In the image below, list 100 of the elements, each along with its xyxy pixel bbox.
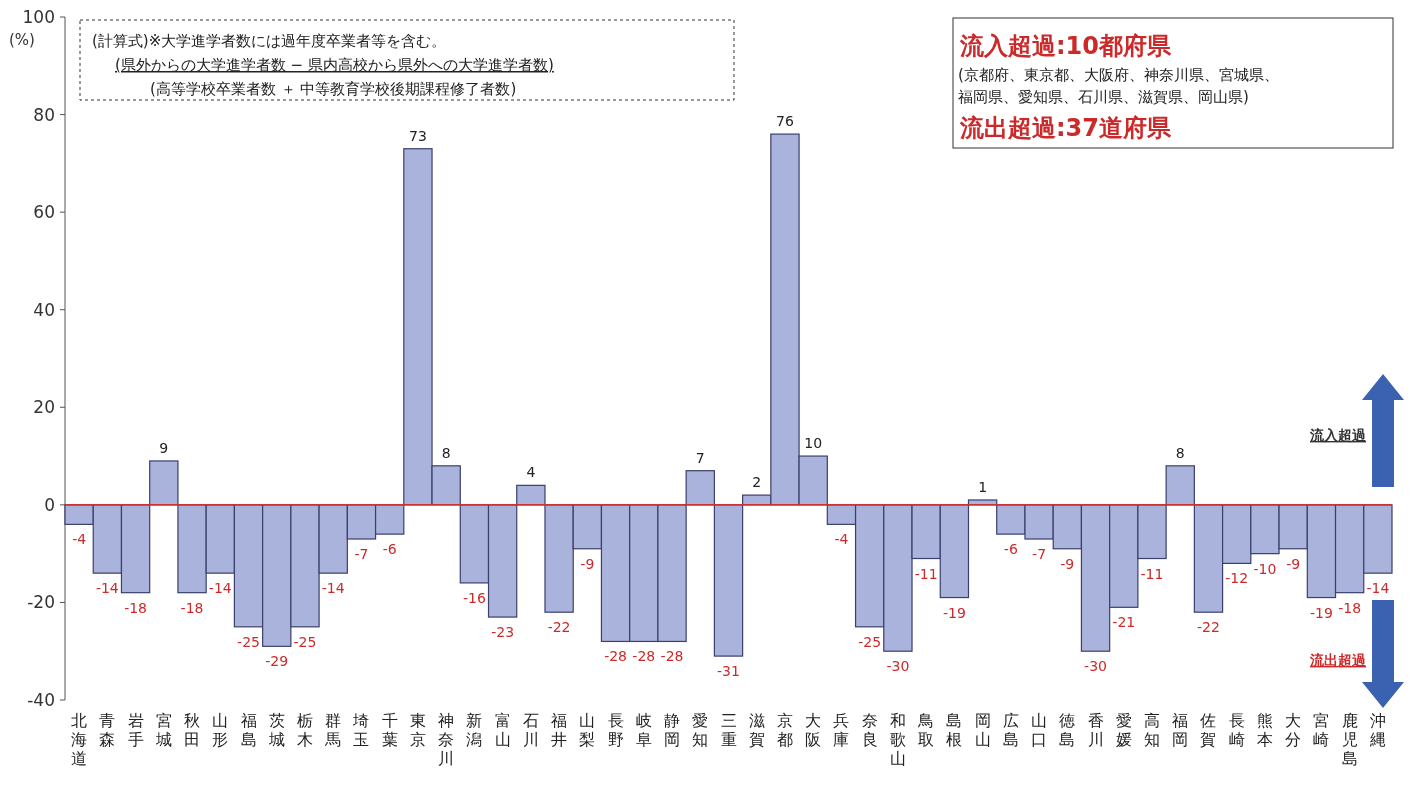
data-label: -25 bbox=[858, 633, 882, 650]
x-tick-label: 奈良 bbox=[861, 711, 878, 749]
y-tick-label: 20 bbox=[33, 397, 55, 418]
annotation: 流入超過:10都府県 bbox=[959, 32, 1172, 60]
annotation: (計算式)※大学進学者数には過年度卒業者等を含む。 bbox=[92, 32, 447, 50]
data-label: 2 bbox=[752, 474, 762, 491]
x-tick-label: 長野 bbox=[607, 711, 624, 749]
x-tick-label: 東京 bbox=[409, 711, 426, 749]
y-tick-label: 0 bbox=[44, 494, 55, 515]
x-tick-label: 岡山 bbox=[974, 711, 991, 749]
y-tick-label: -40 bbox=[27, 690, 55, 710]
x-tick-label: 高知 bbox=[1144, 711, 1161, 749]
data-label: -21 bbox=[1112, 614, 1136, 631]
data-label: 76 bbox=[776, 113, 794, 130]
y-tick-label: 80 bbox=[33, 104, 55, 125]
data-label: -9 bbox=[1286, 555, 1301, 572]
data-label: -11 bbox=[914, 565, 938, 582]
data-label: -11 bbox=[1140, 565, 1164, 582]
x-tick-label: 埼玉 bbox=[352, 711, 370, 749]
annotation: (県外からの大学進学者数 − 県内高校から県外への大学進学者数) bbox=[115, 56, 554, 74]
x-tick-label: 岐阜 bbox=[635, 711, 652, 749]
x-tick-label: 山梨 bbox=[579, 711, 596, 749]
data-label: -7 bbox=[354, 546, 369, 563]
data-label: -12 bbox=[1225, 570, 1249, 587]
x-tick-label: 鳥取 bbox=[917, 711, 935, 749]
data-label: -6 bbox=[1003, 541, 1018, 558]
annotation: (京都府、東京都、大阪府、神奈川県、宮城県、福岡県、愛知県、石川県、滋賀県、岡山県) bbox=[958, 66, 1279, 106]
x-tick-label: 愛媛 bbox=[1115, 711, 1132, 749]
x-tick-label: 新潟 bbox=[466, 711, 483, 749]
data-label: -22 bbox=[547, 619, 571, 636]
data-label: -6 bbox=[382, 541, 397, 558]
data-label: 10 bbox=[804, 435, 823, 452]
x-tick-label: 神奈川 bbox=[438, 711, 455, 768]
data-label: -16 bbox=[462, 589, 486, 606]
x-tick-label: 兵庫 bbox=[833, 711, 850, 749]
x-tick-label: 大分 bbox=[1285, 711, 1302, 749]
bar bbox=[685, 470, 715, 506]
annotation: (高等学校卒業者数 ＋ 中等教育学校後期課程修了者数) bbox=[150, 80, 517, 98]
x-tick-label: 滋賀 bbox=[748, 711, 765, 749]
x-tick-label: 鹿児島 bbox=[1341, 711, 1358, 768]
data-label: -29 bbox=[265, 653, 289, 670]
y-tick-label: 60 bbox=[33, 202, 55, 223]
data-label: -18 bbox=[124, 599, 148, 616]
x-tick-label: 福井 bbox=[551, 711, 568, 749]
x-tick-label: 群馬 bbox=[324, 711, 342, 749]
x-tick-label: 北海道 bbox=[71, 711, 88, 768]
data-label: -30 bbox=[1084, 658, 1107, 675]
data-label: -23 bbox=[491, 624, 515, 641]
x-tick-label: 千葉 bbox=[381, 711, 398, 749]
data-label: -19 bbox=[1309, 604, 1333, 621]
data-label: -31 bbox=[717, 663, 740, 680]
data-label: -19 bbox=[942, 604, 966, 621]
x-tick-label: 福岡 bbox=[1172, 711, 1189, 749]
data-label: 7 bbox=[695, 449, 705, 466]
data-label: -10 bbox=[1253, 560, 1277, 577]
bar bbox=[1165, 465, 1195, 506]
x-tick-label: 島根 bbox=[946, 711, 963, 749]
x-tick-label: 宮城 bbox=[154, 711, 172, 749]
x-tick-label: 愛知 bbox=[692, 711, 709, 749]
data-label: -14 bbox=[208, 580, 232, 597]
data-label: -7 bbox=[1032, 546, 1047, 563]
data-label: 8 bbox=[1175, 444, 1185, 461]
x-tick-label: 佐賀 bbox=[1200, 711, 1217, 749]
data-label: 1 bbox=[978, 478, 988, 495]
x-tick-label: 大阪 bbox=[805, 711, 822, 749]
x-tick-label: 石川 bbox=[522, 711, 539, 749]
x-tick-label: 山形 bbox=[212, 711, 229, 749]
data-label: -14 bbox=[95, 580, 119, 597]
x-tick-label: 茨城 bbox=[267, 711, 285, 749]
x-tick-label: 青森 bbox=[99, 711, 116, 749]
bar bbox=[713, 504, 744, 657]
data-label: -14 bbox=[321, 580, 345, 597]
data-label: -28 bbox=[660, 648, 684, 665]
x-tick-label: 広島 bbox=[1002, 711, 1019, 749]
x-tick-label: 山口 bbox=[1031, 711, 1048, 749]
data-label: -18 bbox=[1338, 599, 1362, 616]
annotation: 流出超過:37道府県 bbox=[959, 114, 1172, 142]
data-label: -22 bbox=[1197, 619, 1220, 636]
bar bbox=[149, 460, 179, 506]
x-tick-label: 岩手 bbox=[127, 711, 144, 749]
x-tick-label: 福島 bbox=[240, 711, 257, 749]
x-tick-label: 三重 bbox=[720, 711, 737, 749]
data-label: -4 bbox=[834, 531, 849, 548]
data-label: -18 bbox=[180, 599, 204, 616]
data-label: 73 bbox=[409, 127, 427, 144]
data-label: 8 bbox=[441, 444, 451, 461]
annotation: 流出超過 bbox=[1309, 652, 1367, 668]
x-tick-label: 徳島 bbox=[1059, 711, 1076, 749]
y-tick-label: 100 bbox=[22, 7, 55, 27]
x-tick-label: 静岡 bbox=[664, 711, 681, 749]
data-label: -28 bbox=[632, 648, 656, 665]
data-label: 9 bbox=[159, 439, 169, 456]
x-tick-label: 宮崎 bbox=[1313, 711, 1330, 749]
x-tick-label: 熊本 bbox=[1256, 711, 1273, 749]
x-tick-label: 京都 bbox=[776, 711, 793, 749]
x-tick-label: 富山 bbox=[494, 711, 511, 749]
x-tick-label: 香川 bbox=[1087, 711, 1104, 749]
x-tick-label: 長崎 bbox=[1228, 711, 1245, 749]
x-tick-label: 栃木 bbox=[296, 711, 313, 749]
x-tick-label: 秋田 bbox=[184, 711, 201, 749]
